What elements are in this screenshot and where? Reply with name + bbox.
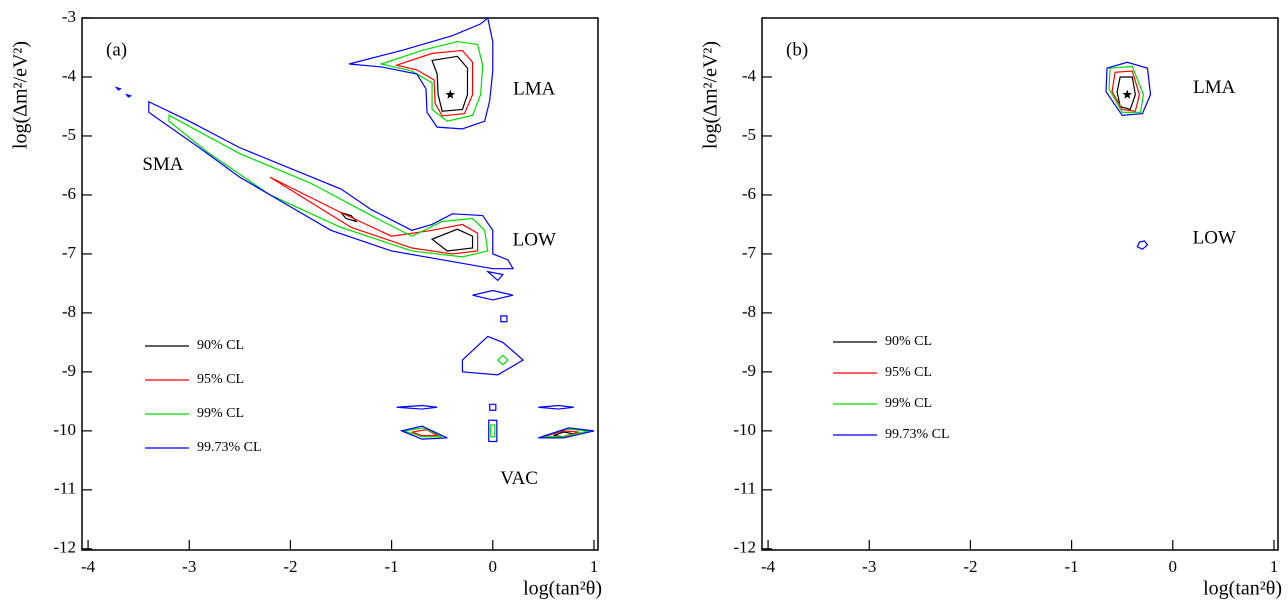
contour — [411, 429, 440, 437]
contour — [461, 335, 525, 376]
contour — [538, 427, 595, 439]
contour — [500, 315, 508, 323]
contour — [488, 419, 498, 443]
x-tick-label: -4 — [81, 557, 96, 576]
y-axis-label: log(Δm²/eV²) — [10, 41, 32, 149]
y-tick-label: -5 — [62, 125, 76, 144]
x-tick-label: 1 — [1270, 557, 1279, 576]
x-tick-label: -1 — [1065, 557, 1079, 576]
contour — [379, 40, 484, 122]
legend-label: 99% CL — [197, 406, 244, 421]
contour — [269, 176, 479, 255]
x-tick-label: -2 — [283, 557, 297, 576]
x-tick-label: -1 — [385, 557, 399, 576]
y-tick-label: -4 — [742, 66, 757, 85]
best-fit-point — [1122, 89, 1132, 99]
contour — [394, 49, 474, 117]
contour — [1108, 65, 1145, 113]
y-tick-label: -10 — [53, 420, 76, 439]
region-label: SMA — [142, 154, 183, 175]
legend-label: 90% CL — [885, 334, 932, 349]
x-tick-label: -3 — [862, 557, 876, 576]
contour — [1105, 61, 1152, 116]
contour — [1136, 240, 1149, 250]
y-tick-label: -3 — [62, 7, 76, 26]
y-tick-label: -6 — [742, 184, 756, 203]
contour — [472, 289, 514, 301]
y-tick-label: -12 — [733, 538, 756, 557]
y-tick-label: -4 — [62, 66, 77, 85]
contour — [489, 403, 497, 411]
legend-label: 99% CL — [885, 396, 932, 411]
y-tick-label: -7 — [742, 243, 757, 262]
plot-frame — [81, 17, 599, 551]
contour — [399, 425, 448, 440]
contour — [1111, 70, 1141, 112]
y-tick-label: -8 — [62, 302, 76, 321]
contour — [396, 404, 438, 410]
y-axis-label: log(Δm²/eV²) — [700, 41, 722, 149]
panel-label: (b) — [786, 39, 808, 60]
contour — [403, 427, 443, 438]
contour — [538, 404, 574, 410]
contour — [496, 354, 509, 366]
region-label: LMA — [513, 78, 556, 99]
x-tick-label: 1 — [590, 557, 599, 576]
best-fit-point — [445, 89, 456, 99]
legend-label: 99.73% CL — [197, 440, 262, 455]
y-tick-label: -9 — [62, 361, 76, 380]
x-tick-label: 0 — [489, 557, 498, 576]
y-tick-label: -9 — [742, 361, 756, 380]
x-tick-label: -3 — [182, 557, 196, 576]
contour — [168, 114, 489, 258]
legend-label: 99.73% CL — [885, 427, 950, 442]
y-tick-label: -12 — [53, 538, 76, 557]
contour — [490, 424, 496, 438]
contour — [348, 16, 494, 130]
x-axis-label: log(tan²θ) — [523, 578, 602, 600]
panel-label: (a) — [106, 39, 127, 60]
x-tick-label: -2 — [963, 557, 977, 576]
legend-label: 95% CL — [197, 372, 244, 387]
contour — [1116, 76, 1136, 111]
region-label: VAC — [500, 468, 538, 489]
contour — [339, 211, 358, 223]
contour — [430, 228, 474, 252]
y-tick-label: -11 — [734, 479, 756, 498]
contour — [485, 270, 505, 282]
contour — [124, 93, 133, 98]
region-label: LOW — [1193, 228, 1236, 249]
region-label: LMA — [1193, 77, 1236, 98]
contour — [431, 55, 469, 112]
y-tick-label: -5 — [742, 125, 756, 144]
legend-label: 90% CL — [197, 338, 244, 353]
y-tick-label: -8 — [742, 302, 756, 321]
y-tick-label: -6 — [62, 184, 76, 203]
region-label: LOW — [513, 229, 556, 250]
contour — [114, 86, 122, 91]
y-tick-label: -10 — [733, 420, 756, 439]
x-axis-label: log(tan²θ) — [1203, 578, 1282, 600]
legend-label: 95% CL — [885, 365, 932, 380]
x-tick-label: -4 — [761, 557, 776, 576]
plot-frame — [761, 17, 1279, 551]
x-tick-label: 0 — [1169, 557, 1178, 576]
y-tick-label: -7 — [62, 243, 77, 262]
contour — [148, 100, 515, 270]
y-tick-label: -11 — [54, 479, 76, 498]
